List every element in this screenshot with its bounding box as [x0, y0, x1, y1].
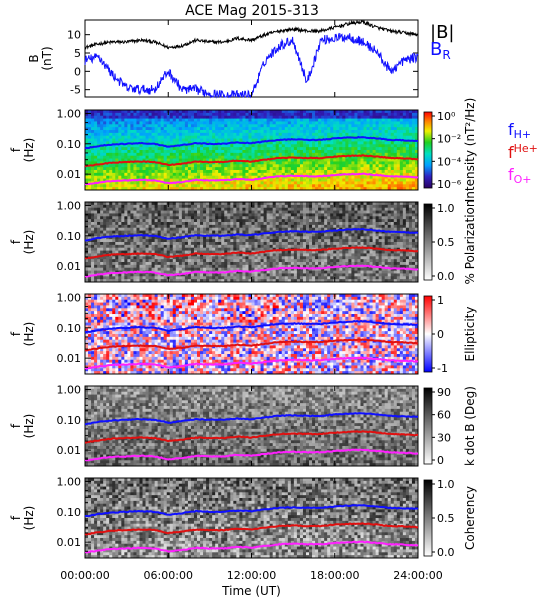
gyro-line-he — [85, 246, 419, 260]
legend-b-r: BR — [430, 39, 451, 62]
k-dot-b-colorbar-tick-label: 60 — [437, 409, 451, 422]
ellipticity-y-tick-label: 0.01 — [57, 352, 82, 365]
gyro-line-o — [84, 264, 419, 278]
gyro-line-h — [84, 227, 419, 242]
mag-y-tick-label: 10 — [67, 29, 81, 42]
coherency-y-tick-label: 1.00 — [57, 475, 82, 488]
gyro-line-o — [84, 356, 419, 370]
gyro-line-o — [84, 172, 419, 186]
polarization-colorbar-label: % Polarization — [463, 200, 477, 285]
polarization-y-tick-label: 0.10 — [57, 230, 82, 243]
legend-f-h: fH+ — [508, 120, 531, 141]
polarization-colorbar — [423, 203, 433, 281]
x-tick-label: 12:00:00 — [227, 569, 276, 582]
gyro-line-he — [84, 430, 418, 444]
intensity-colorbar — [423, 111, 433, 189]
mag-y-axis-label: B(nT) — [27, 46, 54, 70]
gyro-line-he — [84, 522, 419, 536]
coherency-y-axis-label: f(Hz) — [9, 506, 36, 531]
panel-k-dot-b: 1.00 0.10 0.01 f(Hz) 90 60 30 0 k dot B (Deg) — [9, 383, 477, 467]
k-dot-b-colorbar-tick-label: 0 — [437, 454, 444, 467]
mag-plot-frame — [84, 19, 419, 98]
k-dot-b-colorbar-tick-label: 90 — [437, 386, 451, 399]
x-tick-label: 06:00:00 — [144, 569, 193, 582]
ellipticity-y-axis-label: f(Hz) — [9, 322, 36, 347]
intensity-y-axis-label: f(Hz) — [9, 138, 36, 163]
mag-y-tick-label: 0 — [74, 65, 81, 78]
series-b-total — [84, 19, 419, 50]
coherency-colorbar — [423, 479, 433, 557]
x-tick-label: 18:00:00 — [310, 569, 359, 582]
intensity-colorbar-tick-label: 10⁰ — [437, 110, 456, 123]
gyro-line-h — [84, 412, 419, 426]
intensity-colorbar-label: Intensity (nT²/Hz) — [463, 98, 477, 203]
k-dot-b-heatmap — [85, 386, 419, 467]
k-dot-b-colorbar-tick-label: 30 — [437, 431, 451, 444]
gyro-line-h — [84, 135, 418, 150]
ellipticity-y-tick-label: 0.10 — [57, 322, 82, 335]
polarization-y-tick-label: 0.01 — [57, 260, 82, 273]
intensity-y-tick-label: 1.00 — [57, 107, 82, 120]
ellipticity-colorbar-tick-label: -1 — [437, 362, 448, 375]
mag-y-tick-label: 5 — [74, 47, 81, 60]
intensity-colorbar-tick-label: 10⁻⁶ — [437, 178, 462, 191]
k-dot-b-y-tick-label: 0.10 — [57, 414, 82, 427]
panel-polarization: 1.00 0.10 0.01 f(Hz) 1.0 0.5 0.0 % Polarization — [9, 199, 477, 284]
ellipticity-y-tick-label: 1.00 — [57, 291, 82, 304]
gyro-line-he — [84, 154, 419, 168]
figure-title: ACE Mag 2015-313 — [185, 3, 319, 19]
k-dot-b-colorbar-label: k dot B (Deg) — [463, 386, 477, 466]
k-dot-b-colorbar — [423, 387, 433, 465]
intensity-colorbar-tick-label: 10⁻⁴ — [437, 155, 462, 168]
legend-f-o: fO+ — [508, 165, 532, 186]
x-axis-label: Time (UT) — [221, 584, 281, 598]
coherency-colorbar-label: Coherency — [463, 486, 477, 550]
coherency-colorbar-tick-label: 0.0 — [437, 546, 455, 559]
k-dot-b-y-tick-label: 1.00 — [57, 383, 82, 396]
intensity-heatmap — [85, 110, 419, 191]
polarization-colorbar-tick-label: 0.5 — [437, 236, 455, 249]
ellipticity-colorbar-label: Ellipticity — [463, 307, 477, 362]
polarization-colorbar-tick-label: 1.0 — [437, 202, 455, 215]
k-dot-b-y-tick-label: 0.01 — [57, 444, 82, 457]
coherency-colorbar-tick-label: 0.5 — [437, 512, 455, 525]
gyro-line-h — [84, 504, 419, 518]
polarization-y-tick-label: 1.00 — [57, 199, 82, 212]
k-dot-b-y-axis-label: f(Hz) — [9, 414, 36, 439]
panel-coherency: 1.00 0.10 0.01 f(Hz) 1.0 0.5 0.0 Coherency — [9, 475, 477, 559]
legend-b-total: |B| — [430, 22, 454, 43]
ellipticity-colorbar — [423, 295, 433, 373]
x-tick-label: 24:00:00 — [393, 569, 442, 582]
gyro-line-o — [84, 540, 419, 554]
polarization-colorbar-tick-label: 0.0 — [437, 270, 455, 283]
gyro-line-o — [84, 448, 419, 462]
x-tick-label: 00:00:00 — [60, 569, 109, 582]
ellipticity-colorbar-tick-label: 0 — [437, 328, 444, 341]
gyro-line-he — [84, 338, 419, 352]
coherency-y-tick-label: 0.10 — [57, 506, 82, 519]
coherency-colorbar-tick-label: 1.0 — [437, 478, 455, 491]
legend-f-he: fHe+ — [508, 142, 538, 162]
panel-intensity: 1.00 0.10 0.01 f(Hz) 10⁰ 10⁻² 10⁻⁴ 10⁻⁶ Intensit… — [9, 98, 538, 203]
intensity-y-tick-label: 0.01 — [57, 168, 82, 181]
ellipticity-colorbar-tick-label: 1 — [437, 294, 444, 307]
ellipticity-heatmap — [85, 294, 419, 375]
intensity-y-tick-label: 0.10 — [57, 138, 82, 151]
polarization-y-axis-label: f(Hz) — [9, 230, 36, 255]
mag-y-tick-label: -5 — [70, 84, 81, 97]
panel-magnetic-field: 10 5 0 -5 B(nT) |B|BR — [27, 19, 454, 99]
intensity-colorbar-tick-label: 10⁻² — [437, 133, 461, 146]
coherency-y-tick-label: 0.01 — [57, 536, 82, 549]
coherency-heatmap — [85, 478, 419, 559]
panel-ellipticity: 1.00 0.10 0.01 f(Hz) 1 0 -1 Ellipticity — [9, 291, 477, 375]
gyro-line-h — [84, 319, 419, 334]
